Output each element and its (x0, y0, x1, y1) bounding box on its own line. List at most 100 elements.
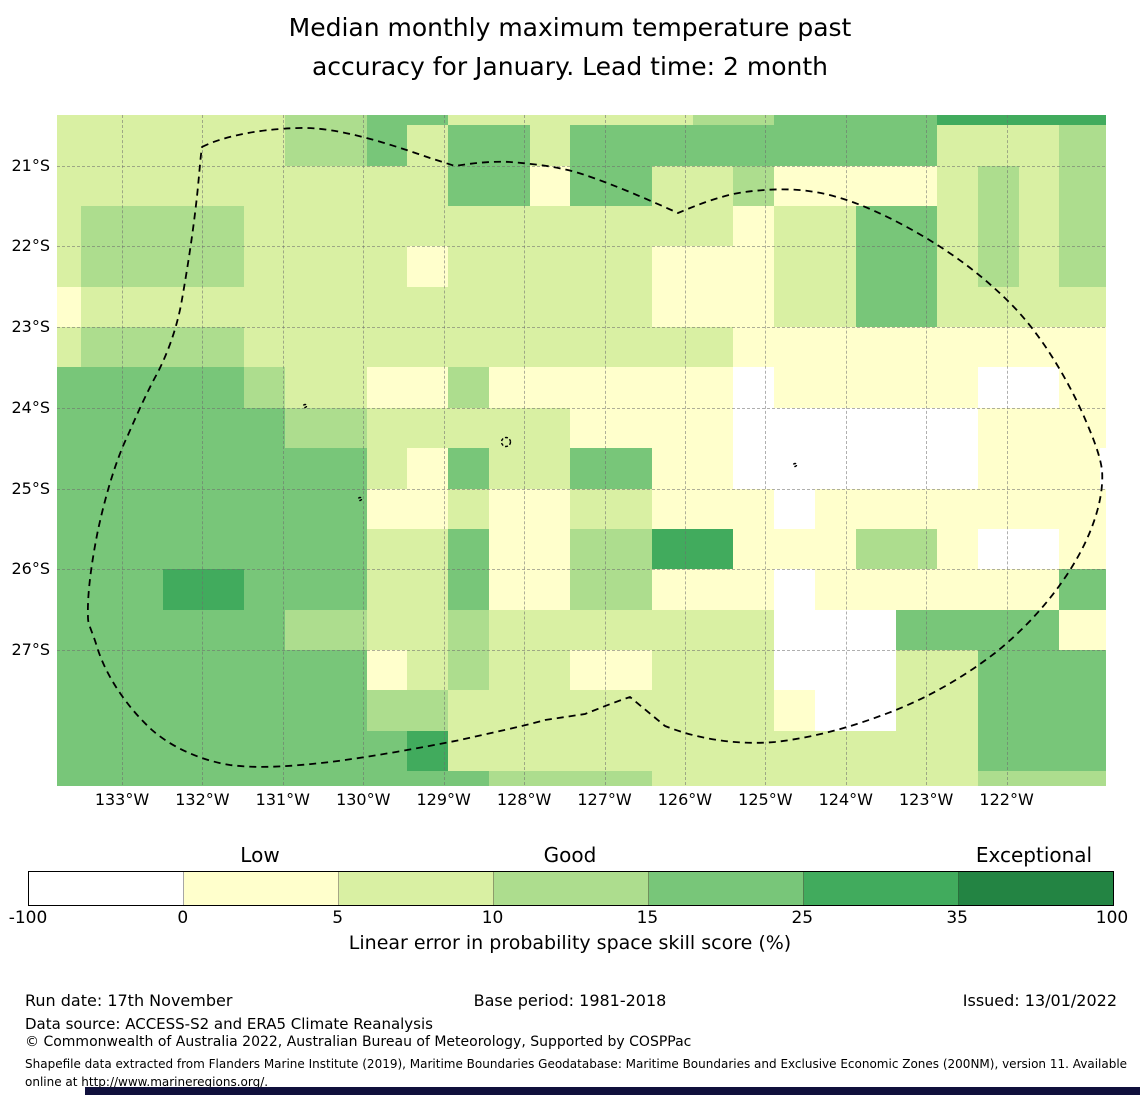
heatmap-cell (692, 115, 735, 127)
heatmap-cell (366, 367, 409, 409)
heatmap-cell (733, 770, 775, 786)
heatmap-cell (1100, 286, 1106, 329)
heatmap-cell (203, 206, 246, 248)
heatmap-cell (407, 165, 449, 208)
heatmap-cell (651, 448, 694, 490)
heatmap-cell (244, 367, 286, 409)
heatmap-cell (855, 690, 898, 732)
heatmap-cell (488, 609, 531, 651)
heatmap-cell (57, 286, 83, 329)
heatmap-cell (1059, 206, 1101, 248)
heatmap-cell (1018, 448, 1061, 490)
heatmap-cell (855, 165, 898, 208)
colorbar-category-label: Low (240, 843, 280, 867)
heatmap-cell (162, 115, 205, 127)
heatmap-cell (855, 327, 898, 369)
heatmap-cell (651, 407, 694, 450)
heatmap-cell (977, 286, 1020, 329)
eez-islet-mark (792, 462, 798, 468)
heatmap-cell (570, 115, 612, 127)
heatmap-cell (488, 367, 531, 409)
meridian-gridline (765, 115, 767, 785)
heatmap-cell (1100, 609, 1106, 651)
heatmap-cell (1059, 367, 1101, 409)
heatmap-cell (977, 488, 1020, 530)
heatmap-cell (1100, 649, 1106, 692)
heatmap-cell (203, 407, 246, 450)
issued-date-text: Issued: 13/01/2022 (962, 991, 1117, 1010)
heatmap-cell (651, 286, 694, 329)
heatmap-cell (366, 609, 409, 651)
heatmap-cell (733, 125, 775, 167)
colorbar-segment (804, 872, 959, 905)
meridian-gridline (604, 115, 606, 785)
parallel-gridline (57, 246, 1105, 248)
heatmap-cell (81, 448, 123, 490)
heatmap-cell (448, 649, 490, 692)
heatmap-cell (407, 690, 449, 732)
heatmap-cell (407, 569, 449, 611)
heatmap-cell (692, 690, 735, 732)
heatmap-cell (937, 327, 979, 369)
heatmap-cell (1018, 649, 1061, 692)
heatmap-cell (977, 246, 1020, 288)
heatmap-cell (366, 488, 409, 530)
heatmap-cell (774, 528, 816, 571)
heatmap-cell (855, 649, 898, 692)
heatmap-cell (448, 407, 490, 450)
heatmap-cell (692, 569, 735, 611)
heatmap-cell (692, 649, 735, 692)
heatmap-cell (651, 770, 694, 786)
heatmap-cell (529, 690, 572, 732)
data-source-text: Data source: ACCESS-S2 and ERA5 Climate … (25, 1015, 433, 1033)
heatmap-cell (488, 246, 531, 288)
heatmap-cell (81, 246, 123, 288)
y-tick-label: 23°S (11, 317, 50, 337)
heatmap-cell (57, 327, 83, 369)
heatmap-cell (651, 115, 694, 127)
heatmap-cell (733, 367, 775, 409)
heatmap-cell (1018, 488, 1061, 530)
heatmap-cell (1018, 246, 1061, 288)
colorbar-segment (29, 872, 184, 905)
heatmap-cell (774, 165, 816, 208)
heatmap-cell (285, 286, 327, 329)
heatmap-cell (325, 286, 368, 329)
heatmap-cell (203, 528, 246, 571)
heatmap-cell (937, 448, 979, 490)
heatmap-cell (774, 125, 816, 167)
heatmap-cell (122, 528, 164, 571)
heatmap-cell (855, 569, 898, 611)
heatmap-cell (162, 367, 205, 409)
heatmap-cell (325, 206, 368, 248)
heatmap-cell (203, 367, 246, 409)
heatmap-cell (1018, 367, 1061, 409)
heatmap-cell (407, 367, 449, 409)
meridian-gridline (845, 115, 847, 785)
heatmap-cell (488, 649, 531, 692)
heatmap-cell (611, 206, 653, 248)
heatmap-cell (325, 770, 368, 786)
heatmap-cell (896, 690, 938, 732)
heatmap-cell (203, 115, 246, 127)
heatmap-cell (57, 165, 83, 208)
heatmap-cell (366, 286, 409, 329)
heatmap-cell (203, 165, 246, 208)
heatmap-cell (611, 569, 653, 611)
heatmap-cell (162, 690, 205, 732)
heatmap-cell (1100, 528, 1106, 571)
heatmap-cell (162, 246, 205, 288)
heatmap-cell (285, 327, 327, 369)
heatmap-cell (488, 488, 531, 530)
heatmap-cell (814, 286, 857, 329)
heatmap-cell (529, 770, 572, 786)
heatmap-cell (1100, 367, 1106, 409)
heatmap-cell (285, 448, 327, 490)
heatmap-cell (448, 246, 490, 288)
parallel-gridline (57, 407, 1105, 409)
heatmap-cell (325, 246, 368, 288)
heatmap-cell (325, 448, 368, 490)
heatmap-cell (1100, 569, 1106, 611)
heatmap-cell (774, 770, 816, 786)
heatmap-cell (81, 528, 123, 571)
